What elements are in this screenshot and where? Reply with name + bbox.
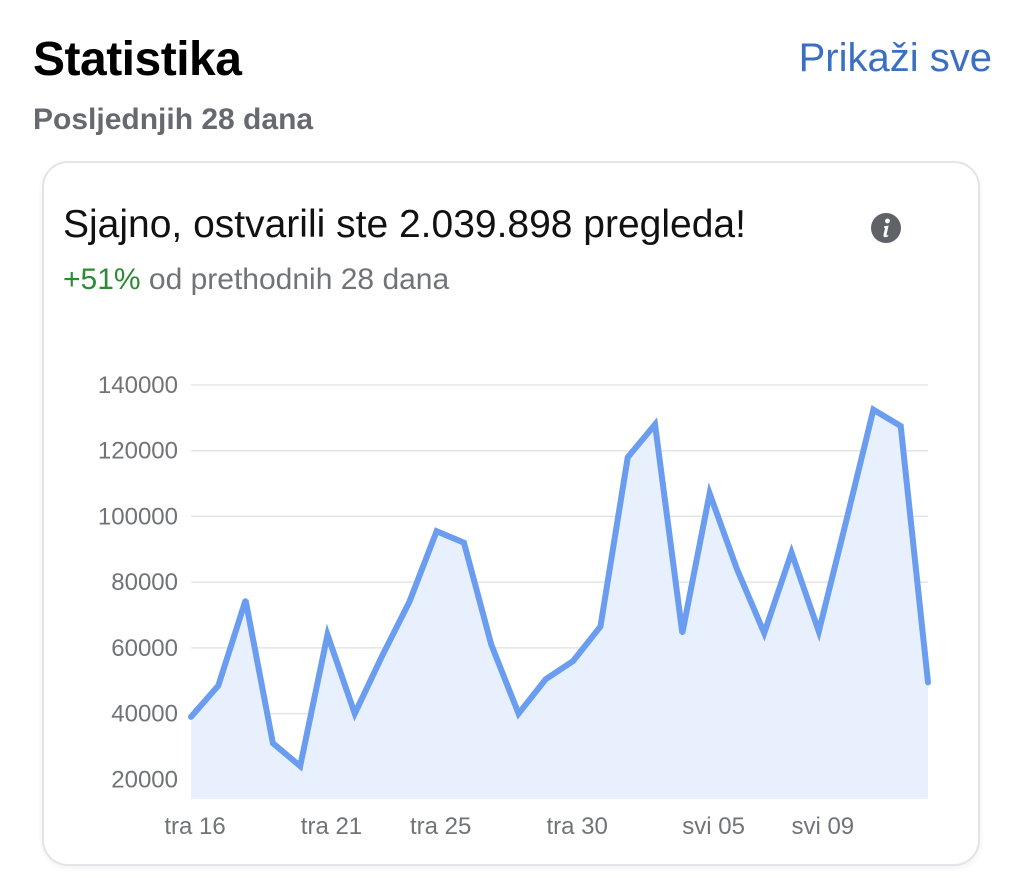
data-point [598, 624, 603, 629]
data-point [216, 683, 221, 688]
x-tick-label: tra 16 [164, 813, 225, 840]
change-text: od prethodnih 28 dana [140, 263, 450, 296]
x-tick-label: svi 09 [791, 813, 854, 840]
views-chart: 20000 40000 60000 80000 100000 120000 140000 tr… [98, 372, 931, 840]
views-line [188, 404, 931, 772]
change-percent: +51% [63, 263, 141, 296]
data-point [489, 642, 494, 647]
data-point [325, 632, 330, 637]
data-point [352, 711, 357, 716]
data-point [407, 599, 412, 604]
y-tick-label: 40000 [111, 701, 178, 728]
data-point [434, 529, 439, 534]
data-point [543, 677, 548, 682]
period-subtitle: Posljednjih 28 dana [33, 103, 314, 136]
data-point [243, 598, 248, 603]
y-tick-label: 100000 [98, 503, 178, 530]
data-point [789, 550, 794, 555]
y-tick-label: 80000 [111, 569, 178, 596]
y-tick-label: 140000 [98, 372, 178, 399]
y-tick-label: 120000 [98, 438, 178, 465]
x-tick-label: tra 25 [410, 813, 471, 840]
data-point [270, 741, 275, 746]
views-area [191, 409, 928, 799]
data-point [380, 654, 385, 659]
show-all-link[interactable]: Prikaži sve [798, 36, 992, 80]
x-tick-label: tra 21 [301, 813, 362, 840]
x-tick-label: svi 05 [682, 813, 745, 840]
data-point [707, 491, 712, 496]
data-point [653, 422, 658, 427]
data-point [762, 631, 767, 636]
data-point [298, 764, 303, 769]
change-summary: +51% od prethodnih 28 dana [63, 263, 449, 297]
statistics-card: Sjajno, ostvarili ste 2.039.898 pregleda… [42, 161, 980, 866]
data-point [189, 714, 193, 719]
data-point [871, 407, 876, 412]
data-point [926, 680, 930, 685]
page-title: Statistika [33, 33, 242, 86]
y-tick-label: 20000 [111, 766, 178, 793]
x-tick-label: tra 30 [546, 813, 607, 840]
info-circle-icon[interactable] [870, 212, 902, 244]
data-point [734, 567, 739, 571]
data-point [680, 631, 685, 636]
y-tick-label: 60000 [111, 635, 178, 662]
data-point [461, 540, 466, 545]
data-point [625, 455, 630, 460]
views-headline: Sjajno, ostvarili ste 2.039.898 pregleda… [63, 203, 746, 246]
data-point [571, 659, 576, 663]
data-point [816, 629, 821, 634]
data-point [844, 519, 849, 524]
data-point [516, 711, 521, 716]
data-point [898, 424, 903, 429]
